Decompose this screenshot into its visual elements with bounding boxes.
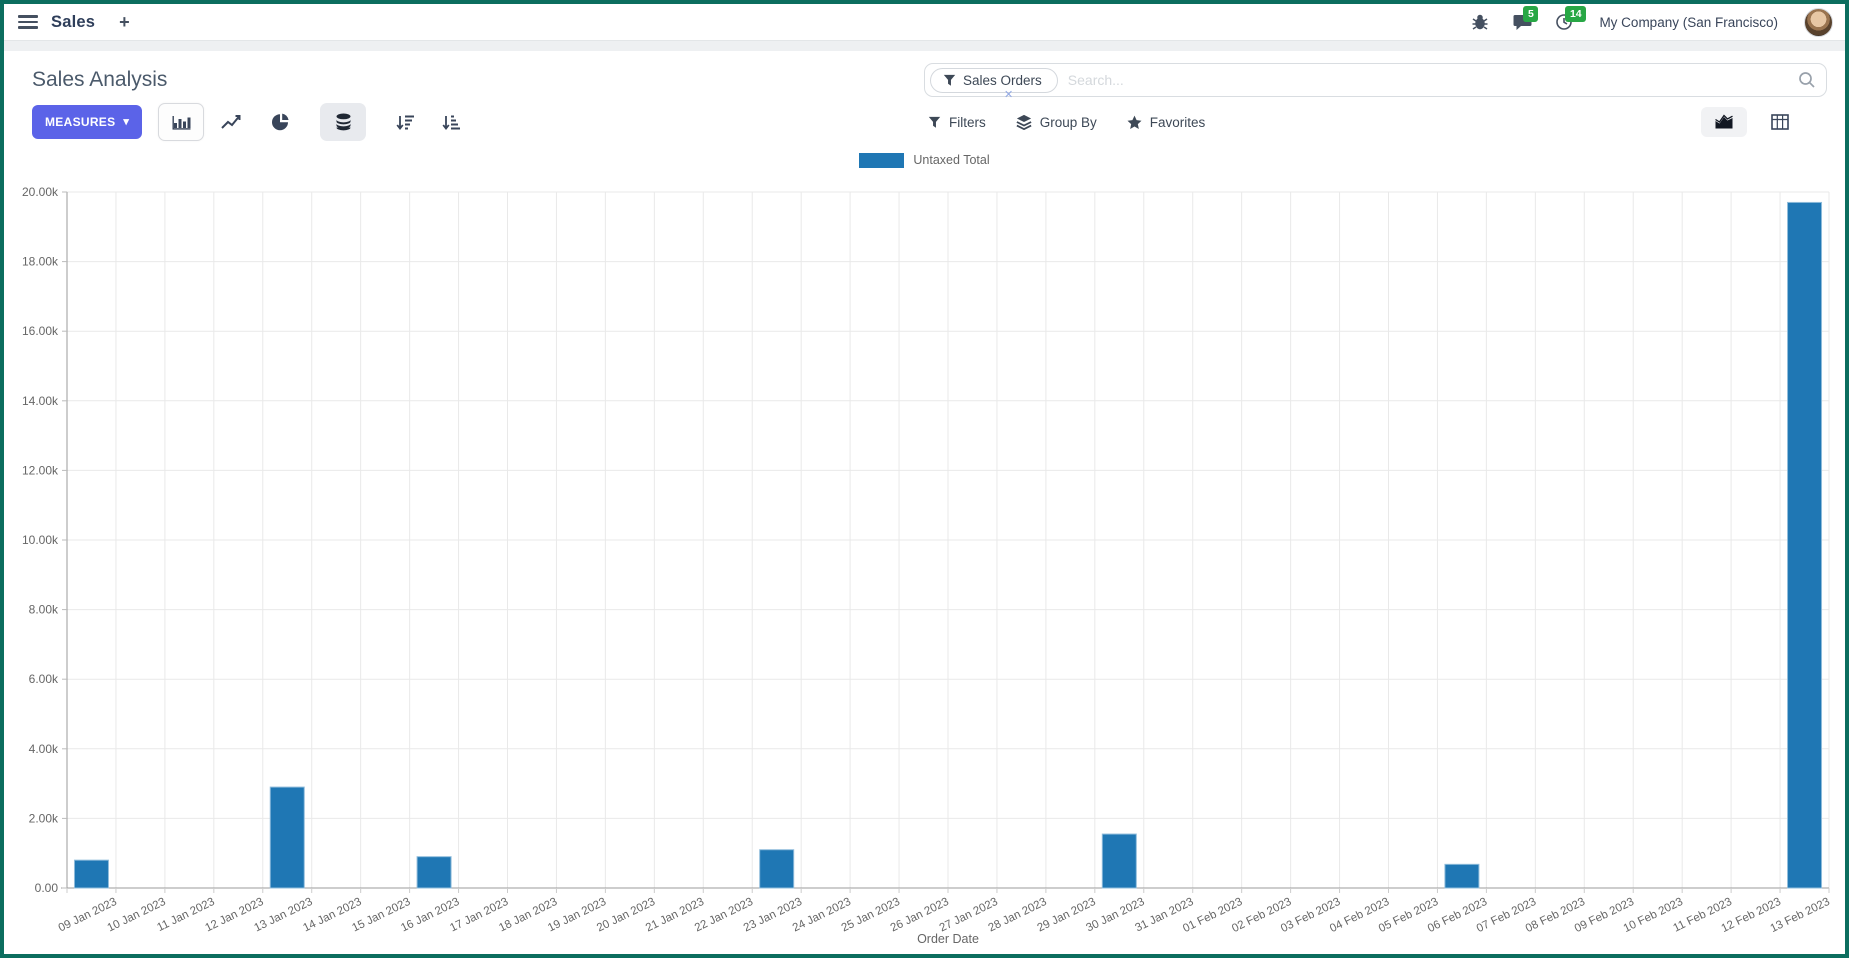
pivot-view-button[interactable] — [1757, 107, 1803, 137]
new-tab-button[interactable]: + — [119, 12, 130, 32]
bar-13-feb-2023[interactable] — [1787, 201, 1823, 889]
group-by-label: Group By — [1039, 114, 1097, 130]
group-by-button[interactable]: Group By — [1016, 114, 1097, 130]
bar-06-feb-2023[interactable] — [1444, 863, 1480, 889]
bar-30-jan-2023[interactable] — [1101, 833, 1137, 889]
stacked-database-icon — [336, 113, 351, 131]
sort-ascending-button[interactable] — [428, 103, 474, 141]
y-tick-label: 12.00k — [22, 463, 59, 477]
navbar-right: 5 14 My Company (San Francisco) — [1469, 6, 1833, 37]
facet-label: Sales Orders — [963, 72, 1042, 88]
y-tick-label: 6.00k — [29, 672, 59, 686]
y-tick-label: 0.00 — [35, 881, 59, 895]
debug-bug-icon[interactable] — [1469, 12, 1491, 32]
line-chart-icon — [221, 115, 241, 129]
bar-13-jan-2023[interactable] — [269, 786, 305, 889]
pivot-table-icon — [1771, 114, 1789, 130]
activities-clock-icon[interactable]: 14 — [1553, 6, 1587, 32]
stacked-toggle-button[interactable] — [320, 103, 367, 141]
chart-area: Untaxed Total 0.00 2.00k 4.00k 6.00k 8.00k 10… — [4, 143, 1845, 954]
line-chart-type-button[interactable] — [208, 103, 254, 141]
company-switcher[interactable]: My Company (San Francisco) — [1599, 14, 1778, 30]
chart-legend[interactable]: Untaxed Total — [4, 151, 1845, 169]
area-chart-icon — [1715, 114, 1733, 129]
search-input[interactable] — [1067, 72, 1792, 88]
x-axis-title: Order Date — [917, 932, 979, 946]
favorites-label: Favorites — [1149, 114, 1206, 130]
view-switcher — [1701, 107, 1803, 137]
sort-amount-asc-icon — [442, 115, 460, 130]
activities-count-badge: 14 — [1565, 6, 1587, 22]
measures-button[interactable]: MEASURES ▾ — [32, 105, 143, 139]
y-tick-label: 18.00k — [22, 255, 59, 269]
graph-view-button[interactable] — [1701, 107, 1747, 137]
navbar-divider — [4, 41, 1845, 51]
chart-type-group — [158, 103, 304, 141]
sort-amount-desc-icon — [396, 115, 414, 130]
app-brand[interactable]: Sales — [51, 12, 96, 31]
favorites-star-icon — [1127, 115, 1142, 129]
filters-funnel-icon — [928, 116, 941, 128]
y-tick-label: 14.00k — [22, 394, 59, 408]
search-options: Filters Group By Fav — [928, 114, 1205, 130]
pie-chart-type-button[interactable] — [258, 103, 304, 141]
legend-label: Untaxed Total — [913, 153, 990, 167]
facet-remove-icon[interactable]: ✕ — [1003, 88, 1014, 101]
page-title: Sales Analysis — [32, 68, 168, 91]
messages-count-badge: 5 — [1523, 6, 1539, 22]
y-tick-label: 10.00k — [22, 533, 59, 547]
bar-09-jan-2023[interactable] — [73, 859, 109, 889]
sort-descending-button[interactable] — [382, 103, 428, 141]
messages-icon[interactable]: 5 — [1511, 6, 1539, 32]
search-facet-sales-orders[interactable]: Sales Orders ✕ — [930, 67, 1058, 100]
filters-label: Filters — [949, 114, 986, 130]
bar-chart-type-button[interactable] — [158, 103, 205, 141]
control-panel: Sales Analysis Sales Orders ✕ — [4, 51, 1845, 143]
bar-16-jan-2023[interactable] — [416, 856, 452, 889]
filter-funnel-icon — [943, 74, 956, 86]
favorites-button[interactable]: Favorites — [1127, 114, 1206, 130]
filters-button[interactable]: Filters — [928, 115, 986, 130]
search-bar[interactable]: Sales Orders ✕ — [924, 63, 1827, 100]
user-avatar[interactable] — [1804, 7, 1833, 37]
bar-chart-icon — [172, 115, 191, 130]
caret-down-icon: ▾ — [123, 115, 130, 128]
y-tick-label: 8.00k — [29, 603, 59, 617]
bar-23-jan-2023[interactable] — [759, 849, 795, 889]
pie-chart-icon — [272, 113, 289, 131]
app: Sales + 5 — [4, 4, 1845, 954]
y-tick-label: 16.00k — [22, 324, 59, 338]
y-tick-label: 4.00k — [29, 742, 59, 756]
y-tick-label: 20.00k — [22, 185, 59, 199]
measures-label: MEASURES — [45, 115, 116, 129]
legend-swatch — [859, 152, 905, 168]
top-navbar: Sales + 5 — [4, 4, 1845, 41]
y-tick-label: 2.00k — [29, 811, 59, 825]
group-by-layers-icon — [1016, 114, 1032, 130]
search-magnifier-icon[interactable] — [1798, 71, 1816, 89]
hamburger-menu-icon[interactable] — [18, 15, 38, 29]
bar-chart: 0.00 2.00k 4.00k 6.00k 8.00k 10.00k 12.00k 14.0… — [22, 185, 1832, 946]
